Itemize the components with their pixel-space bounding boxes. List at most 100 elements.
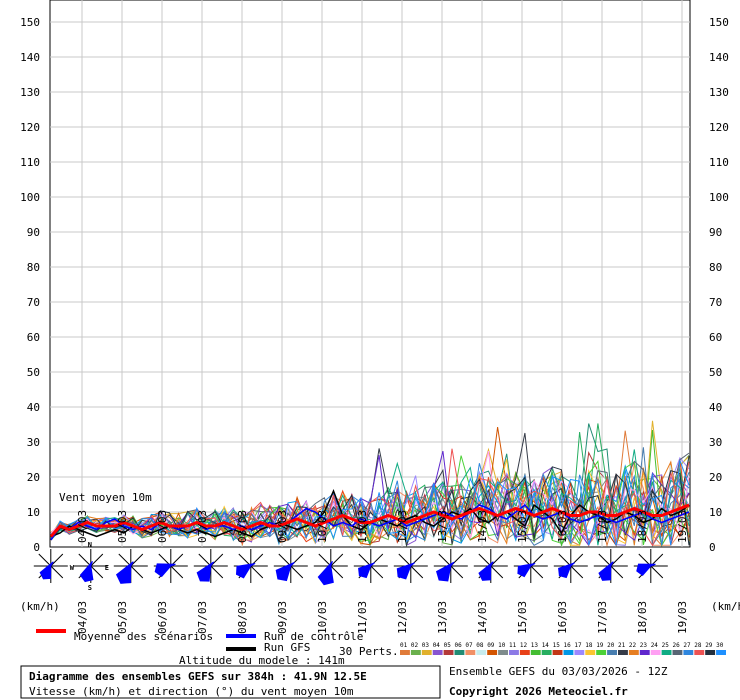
y-tick-right: 60 [709, 331, 722, 344]
legend: Moyenne des scénarios Run de contrôle Ru… [36, 629, 726, 667]
perturbation-number: 10 [498, 642, 506, 649]
perturbation-swatch [650, 650, 661, 655]
y-tick-right: 140 [709, 51, 729, 64]
legend-control-label: Run de contrôle [264, 630, 363, 643]
wind-rose-petal [358, 562, 375, 579]
y-tick-left: 70 [27, 296, 40, 309]
footer-copyright: Copyright 2026 Meteociel.fr [449, 685, 628, 698]
perturbation-swatch [705, 650, 716, 655]
perturbation-number: 17 [574, 642, 582, 649]
y-tick-right: 0 [709, 541, 716, 554]
wind-rose-spoke [90, 565, 104, 579]
perturbation-swatch [661, 650, 672, 655]
wind-rose-spoke [450, 565, 464, 579]
y-tick-right: 90 [709, 226, 722, 239]
perturbation-number: 05 [444, 642, 452, 649]
date-label-bottom: 14/03 [476, 601, 489, 634]
y-tick-left: 130 [20, 86, 40, 99]
wind-rose-petal [478, 561, 494, 581]
perturbation-number: 18 [585, 642, 593, 649]
date-label-bottom: 08/03 [236, 601, 249, 634]
perturbation-swatch [574, 650, 585, 655]
y-tick-left: 120 [20, 121, 40, 134]
date-label-bottom: 17/03 [596, 601, 609, 634]
wind-rose-petal [317, 560, 334, 586]
y-tick-left: 60 [27, 331, 40, 344]
y-tick-left: 100 [20, 191, 40, 204]
perturbation-swatch [443, 650, 454, 655]
perturbation-number: 25 [662, 642, 670, 649]
wind-rose [33, 549, 68, 583]
date-label-bottom: 11/03 [356, 601, 369, 634]
perturbation-swatch [421, 650, 432, 655]
perturbation-number: 03 [422, 642, 430, 649]
perturbation-swatch [541, 650, 552, 655]
perturbation-swatch [400, 650, 410, 655]
perturbation-number: 24 [651, 642, 659, 649]
y-tick-left: 0 [33, 541, 40, 554]
perturbation-number: 07 [465, 642, 473, 649]
date-label-top: 07/03 [196, 510, 209, 543]
wind-rose-petal [154, 563, 176, 578]
date-label-bottom: 04/03 [76, 601, 89, 634]
perturbation-swatch [716, 650, 726, 655]
wind-rose-spoke [650, 565, 664, 579]
perturbation-swatch [563, 650, 574, 655]
date-label-top: 08/03 [236, 510, 249, 543]
wind-rose [113, 549, 148, 584]
y-tick-left: 40 [27, 401, 40, 414]
date-label-top: 11/03 [356, 510, 369, 543]
perturbation-swatch [694, 650, 705, 655]
perturbation-legend: 01 02 03 04 05 06 07 08 09 10 11 12 13 14 15 16 17 18 19 20… [400, 642, 726, 655]
date-label-top: 14/03 [476, 510, 489, 543]
wind-rose-petal [598, 561, 614, 581]
perturbation-number: 26 [673, 642, 681, 649]
date-label-top: 18/03 [636, 510, 649, 543]
perturbation-swatch [454, 650, 465, 655]
wind-roses: N E S W [33, 541, 668, 592]
date-label-bottom: 09/03 [276, 601, 289, 634]
wind-rose [273, 549, 308, 583]
wind-rose-petal [436, 561, 455, 582]
wind-rose-petal [636, 563, 656, 576]
perturbation-swatch [585, 650, 596, 655]
perturbation-number: 19 [596, 642, 604, 649]
date-label-top: 05/03 [116, 510, 129, 543]
wind-rose-petal [396, 562, 415, 580]
y-tick-left: 20 [27, 471, 40, 484]
wind-rose-spoke [278, 553, 292, 567]
y-tick-right: 20 [709, 471, 722, 484]
wind-rose-spoke [330, 565, 344, 579]
date-label-bottom: 05/03 [116, 601, 129, 634]
perturbation-swatch [672, 650, 683, 655]
perturbation-swatch [628, 650, 639, 655]
wind-rose-spoke [370, 565, 384, 579]
legend-gfs-label: Run GFS [264, 641, 310, 654]
wind-rose-spoke [558, 553, 572, 567]
date-label-top: 16/03 [556, 510, 569, 543]
perturbation-swatch [465, 650, 476, 655]
y-tick-left: 140 [20, 51, 40, 64]
wind-rose-spoke [610, 565, 624, 579]
compass-letter: W [70, 564, 75, 572]
y-tick-right: 120 [709, 121, 729, 134]
wind-rose: N E S W [70, 541, 109, 592]
main-series [49, 488, 690, 541]
wind-rose [233, 549, 268, 583]
perturbation-number: 12 [520, 642, 528, 649]
perturbation-swatch [530, 650, 541, 655]
legend-perts-label: 30 Perts. [339, 645, 399, 658]
wind-rose-spoke [410, 565, 424, 579]
wind-rose [513, 549, 548, 583]
perturbation-number: 27 [683, 642, 691, 649]
perturbation-swatch [552, 650, 563, 655]
perturbation-swatch [618, 650, 628, 655]
wind-rose-spoke [490, 565, 504, 579]
footer-title: Diagramme des ensembles GEFS sur 384h : … [29, 670, 367, 683]
date-label-bottom: 18/03 [636, 601, 649, 634]
y-tick-right: 10 [709, 506, 722, 519]
perturbation-number: 06 [455, 642, 463, 649]
perturbation-swatch [683, 650, 694, 655]
date-label-top: 06/03 [156, 510, 169, 543]
wind-rose-spoke [358, 553, 372, 567]
